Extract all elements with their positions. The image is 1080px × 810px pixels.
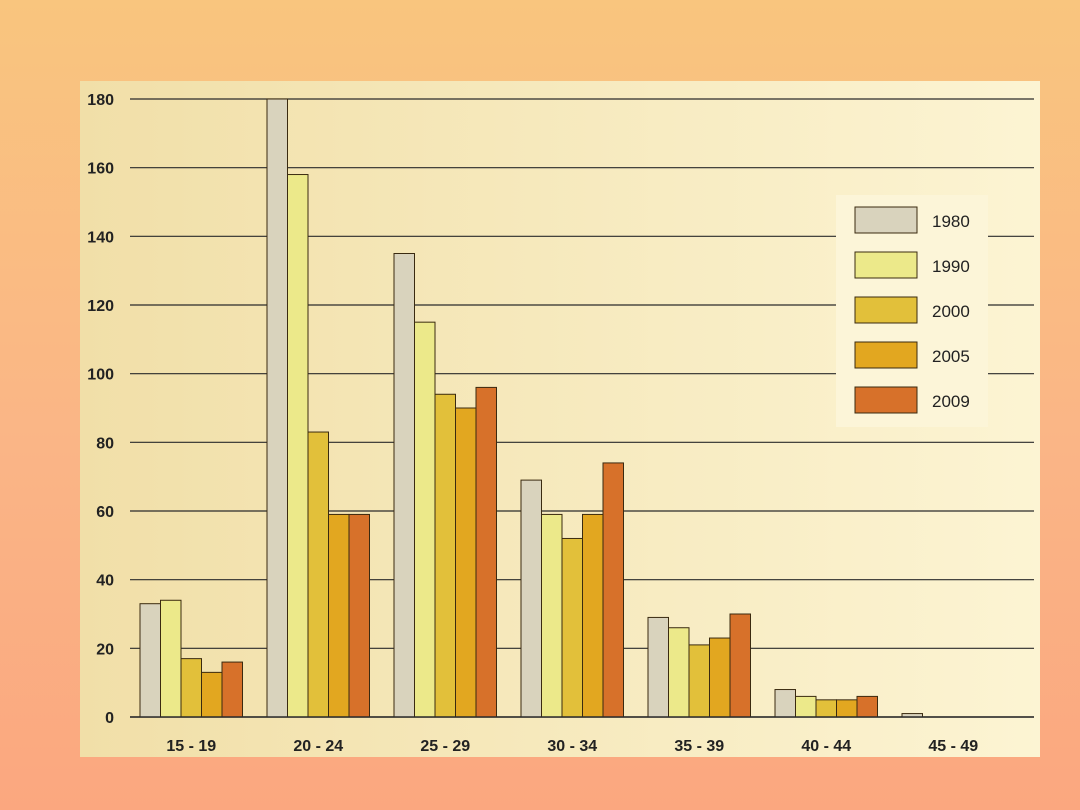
- bar: [836, 699, 858, 718]
- bar: [307, 431, 329, 718]
- legend-label: 1990: [932, 257, 970, 276]
- y-tick-label: 60: [96, 504, 114, 521]
- y-tick-label: 80: [96, 435, 114, 452]
- bar: [541, 513, 563, 718]
- chart-panel: 0 20 40 60 80 100 120 140 160 180 15 - 19 20 - 24 25…: [80, 81, 1040, 757]
- axes: 0 20 40 60 80 100 120 140 160 180 15 - 19 20 - 24 25…: [87, 92, 1034, 755]
- x-tick-label: 30 - 34: [547, 738, 597, 755]
- bar: [455, 407, 477, 718]
- legend-swatch: [854, 296, 918, 324]
- x-tick-label: 35 - 39: [674, 738, 724, 755]
- bar: [266, 98, 288, 718]
- bar: [328, 513, 350, 718]
- bar: [688, 644, 710, 718]
- bar: [520, 479, 542, 718]
- legend-swatch: [854, 386, 918, 414]
- y-tick-label: 20: [96, 641, 114, 658]
- y-tick-label: 100: [87, 367, 114, 384]
- y-tick-label: 0: [105, 710, 114, 727]
- bar: [348, 513, 370, 718]
- bar: [561, 537, 583, 718]
- y-tick-label: 180: [87, 92, 114, 109]
- bar-chart: 0 20 40 60 80 100 120 140 160 180 15 - 19 20 - 24 25…: [80, 81, 1040, 757]
- legend-swatch: [854, 206, 918, 234]
- bar: [582, 513, 604, 718]
- bar: [434, 393, 456, 718]
- legend-label: 2000: [932, 302, 970, 321]
- x-tick-label: 25 - 29: [420, 738, 470, 755]
- y-tick-label: 160: [87, 161, 114, 178]
- bar: [668, 627, 690, 718]
- bar: [729, 613, 751, 718]
- y-tick-label: 40: [96, 573, 114, 590]
- bar: [287, 174, 309, 718]
- bar: [475, 386, 497, 718]
- x-tick-label: 20 - 24: [293, 738, 343, 755]
- bar: [856, 695, 878, 718]
- bar: [795, 695, 817, 718]
- legend: 1980 1990 2000 2005 2009: [836, 195, 988, 427]
- bar: [180, 658, 202, 718]
- bar: [201, 671, 223, 718]
- bar: [815, 699, 837, 718]
- bar: [774, 689, 796, 718]
- x-tick-label: 40 - 44: [801, 738, 851, 755]
- bar: [414, 321, 436, 718]
- legend-label: 2005: [932, 347, 970, 366]
- y-tick-label: 120: [87, 298, 114, 315]
- bar: [602, 462, 624, 718]
- bar: [709, 637, 731, 718]
- legend-swatch: [854, 251, 918, 279]
- bar: [139, 603, 161, 718]
- legend-label: 1980: [932, 212, 970, 231]
- x-tick-label: 15 - 19: [166, 738, 216, 755]
- x-tick-label: 45 - 49: [928, 738, 978, 755]
- bar: [221, 661, 243, 718]
- bar: [647, 616, 669, 718]
- bars: [139, 98, 923, 718]
- bar: [393, 253, 415, 718]
- legend-label: 2009: [932, 392, 970, 411]
- bar: [160, 599, 182, 718]
- y-tick-label: 140: [87, 229, 114, 246]
- legend-swatch: [854, 341, 918, 369]
